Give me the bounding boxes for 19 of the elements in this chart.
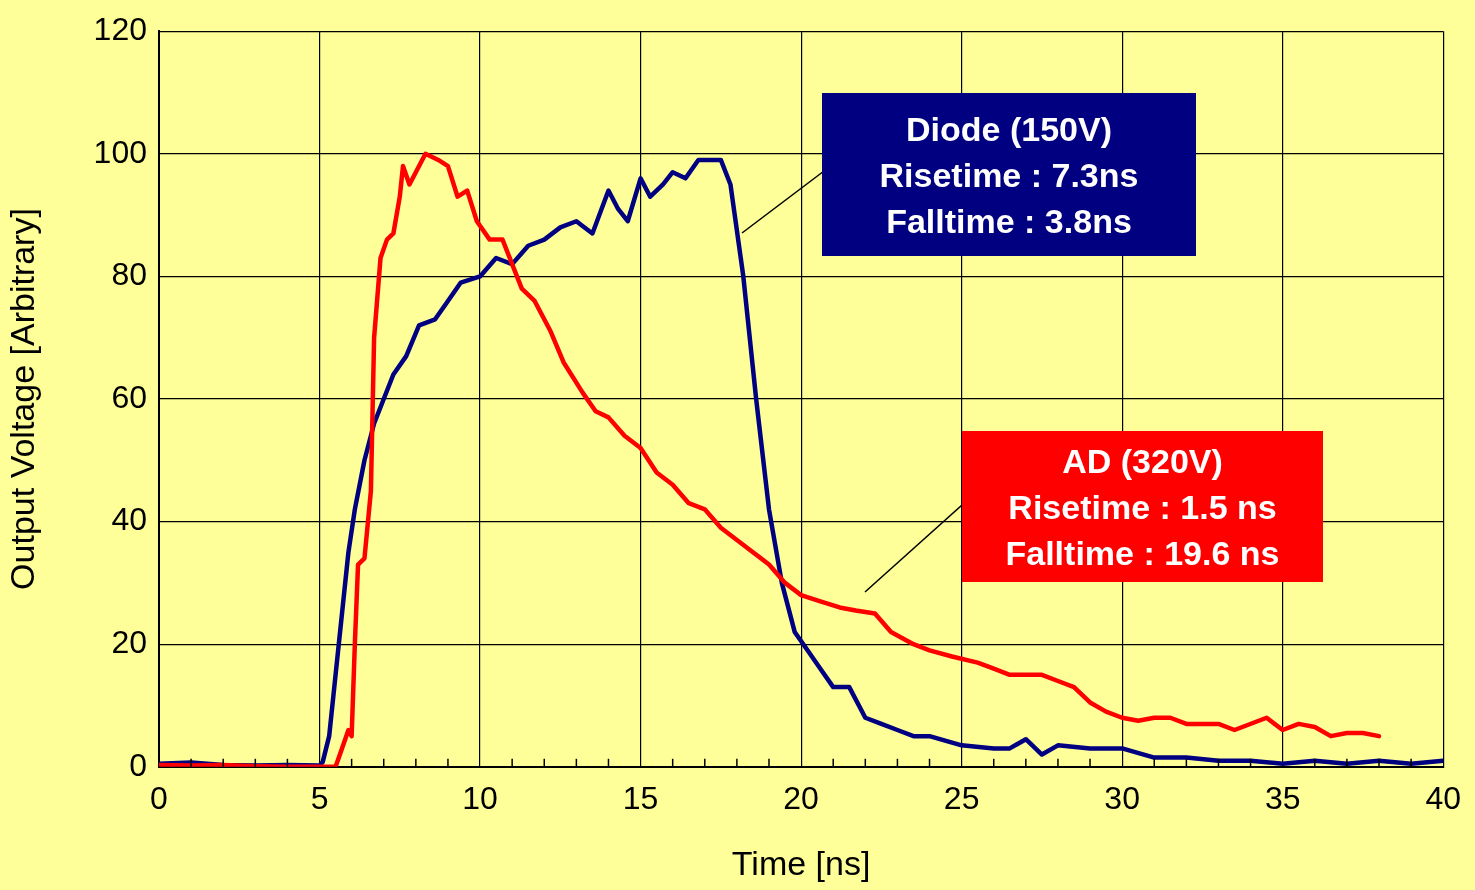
annotation: Diode (150V) Risetime : 7.3ns Falltime : 3.8ns (878, 108, 1140, 242)
annotation: AD (320V) Risetime : 1.5 ns Falltime : 19.6 ns (1004, 440, 1281, 574)
x-axis-title: Time [ns] (731, 843, 871, 882)
y-tick-label: 20 (111, 624, 147, 661)
y-tick-label: 80 (111, 256, 147, 293)
x-tick-label: 5 (310, 779, 329, 816)
x-tick-label: 30 (1104, 779, 1140, 816)
x-tick-label: 15 (622, 779, 659, 816)
x-tick-label: 25 (943, 779, 980, 816)
y-tick-label: 100 (93, 133, 147, 170)
y-tick-label: 60 (111, 378, 147, 415)
y-tick-label: 40 (111, 501, 147, 538)
x-tick-label: 10 (462, 779, 498, 816)
x-tick-label: 35 (1264, 779, 1301, 816)
y-tick-label: 0 (129, 746, 147, 783)
x-tick-label: 40 (1425, 779, 1461, 816)
x-tick-label: 20 (783, 779, 819, 816)
y-axis-title: Output Voltage [Arbitrary] (2, 208, 41, 590)
y-tick-label: 120 (93, 11, 147, 48)
